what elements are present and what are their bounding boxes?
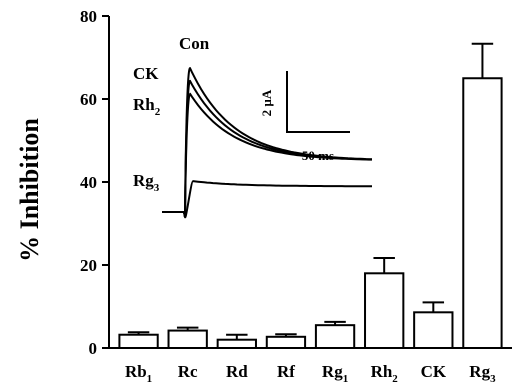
x-tick-label: Rh2	[371, 362, 399, 385]
bar	[462, 77, 503, 349]
y-tick-label: 20	[80, 256, 97, 275]
x-tick-label: Rg1	[322, 362, 348, 385]
x-tick-label: Rg3	[469, 362, 496, 385]
x-tick-label: Rc	[178, 362, 198, 381]
bar	[167, 329, 208, 350]
current-trace	[162, 92, 372, 218]
bars	[118, 42, 503, 350]
bar	[413, 311, 454, 349]
y-tick-label: 40	[80, 173, 97, 192]
trace-label: Rh2	[133, 95, 161, 118]
bar	[216, 338, 257, 350]
y-ticks: 0 20 40 60 80	[80, 7, 109, 358]
trace-label: Con	[179, 34, 210, 53]
scale-bar-time-label: 50 ms	[302, 148, 334, 163]
bar	[265, 335, 307, 350]
y-tick-label: 80	[80, 7, 97, 26]
axes	[108, 16, 512, 349]
y-tick-label: 60	[80, 90, 97, 109]
y-axis-label: % Inhibition	[15, 118, 44, 262]
scale-bar-current-label: 2 µA	[259, 89, 274, 116]
trace-label: CK	[133, 64, 159, 83]
x-tick-label: CK	[421, 362, 447, 381]
bar	[364, 272, 405, 349]
x-tick-label: Rf	[277, 362, 295, 381]
bar	[314, 324, 356, 349]
y-tick-label: 0	[89, 339, 98, 358]
x-tick-labels: Rb1 Rc Rd Rf Rg1 Rh2 CK Rg3	[125, 362, 496, 385]
x-tick-label: Rb1	[125, 362, 152, 385]
inset-current-traces: Con CK Rh2 Rg3 2 µA 50 ms	[133, 34, 373, 219]
current-trace	[162, 180, 372, 219]
x-tick-label: Rd	[226, 362, 248, 381]
trace-label: Rg3	[133, 171, 160, 194]
bar	[118, 333, 159, 350]
